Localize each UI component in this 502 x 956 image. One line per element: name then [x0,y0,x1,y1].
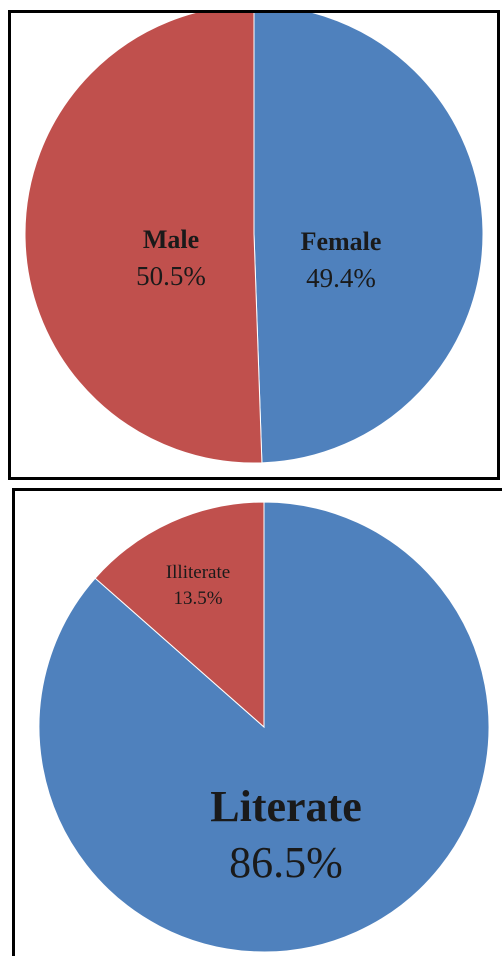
male-slice-label: Male [143,225,199,254]
gender-pie-chart-frame: Male 50.5% Female 49.4% [8,10,500,480]
female-slice-value: 49.4% [306,263,376,293]
female-slice [253,13,484,464]
literate-slice-value: 86.5% [229,838,343,887]
literacy-pie-slices [38,501,490,953]
illiterate-slice-label: Illiterate [166,562,230,583]
female-slice-label: Female [301,227,382,256]
illiterate-slice [94,501,265,729]
illiterate-slice-value: 13.5% [173,588,222,609]
male-slice-value: 50.5% [136,261,206,291]
literate-slice [38,501,490,953]
gender-pie-slices [24,13,484,464]
male-slice [24,13,263,464]
literacy-pie-chart-frame: Illiterate 13.5% Literate 86.5% [12,488,502,956]
literacy-pie-chart: Illiterate 13.5% Literate 86.5% [38,501,490,953]
gender-pie-chart: Male 50.5% Female 49.4% [24,13,484,464]
literate-slice-label: Literate [210,782,361,831]
